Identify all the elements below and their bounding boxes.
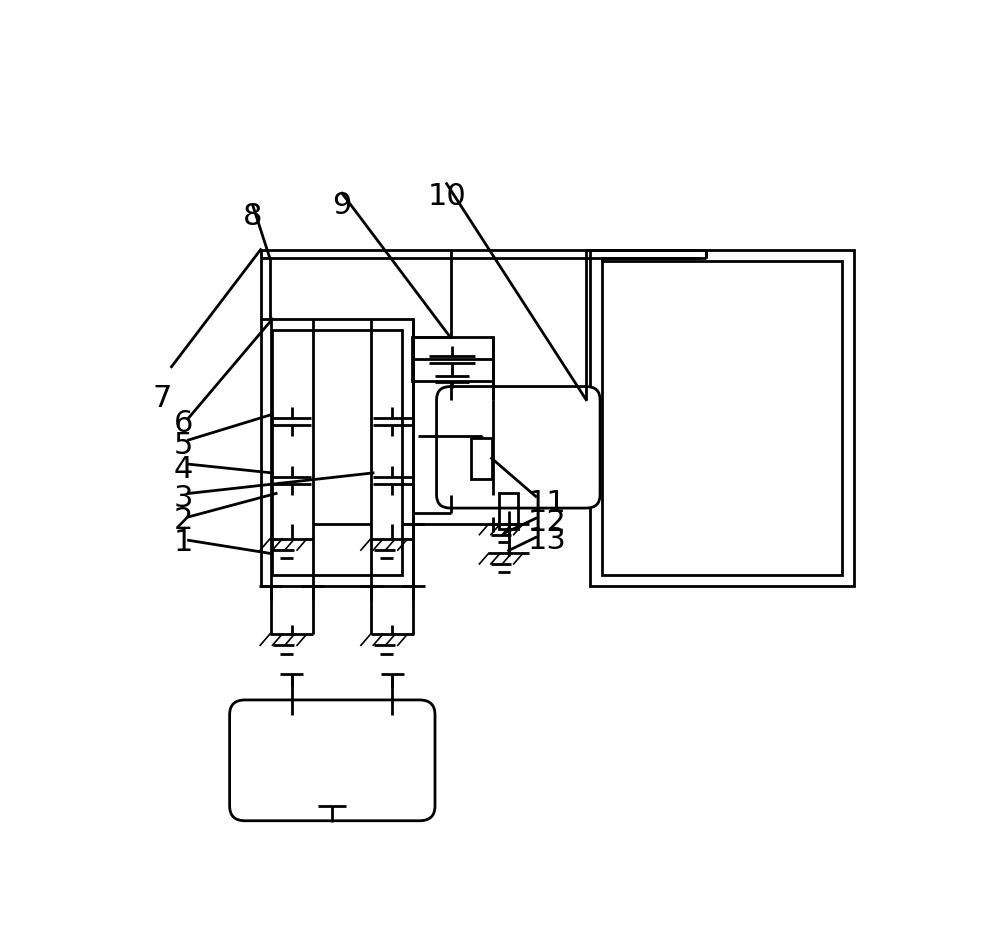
Bar — [261, 320, 413, 587]
FancyBboxPatch shape — [437, 386, 600, 508]
Text: 1: 1 — [173, 528, 193, 557]
Text: 10: 10 — [427, 182, 466, 210]
Bar — [272, 330, 402, 575]
Bar — [499, 493, 518, 530]
Text: 13: 13 — [528, 526, 567, 554]
Text: 4: 4 — [173, 455, 193, 484]
Bar — [471, 437, 492, 478]
Text: 5: 5 — [173, 431, 193, 459]
Text: 3: 3 — [173, 484, 193, 513]
Text: 2: 2 — [173, 506, 193, 535]
Text: 11: 11 — [528, 489, 567, 518]
Bar — [590, 249, 854, 587]
Text: 8: 8 — [243, 203, 263, 231]
Text: 7: 7 — [153, 384, 172, 413]
FancyBboxPatch shape — [230, 700, 435, 821]
Bar — [602, 261, 842, 575]
Bar — [412, 338, 493, 381]
Text: 9: 9 — [332, 191, 352, 220]
Text: 12: 12 — [528, 508, 567, 537]
Text: 6: 6 — [173, 409, 193, 437]
